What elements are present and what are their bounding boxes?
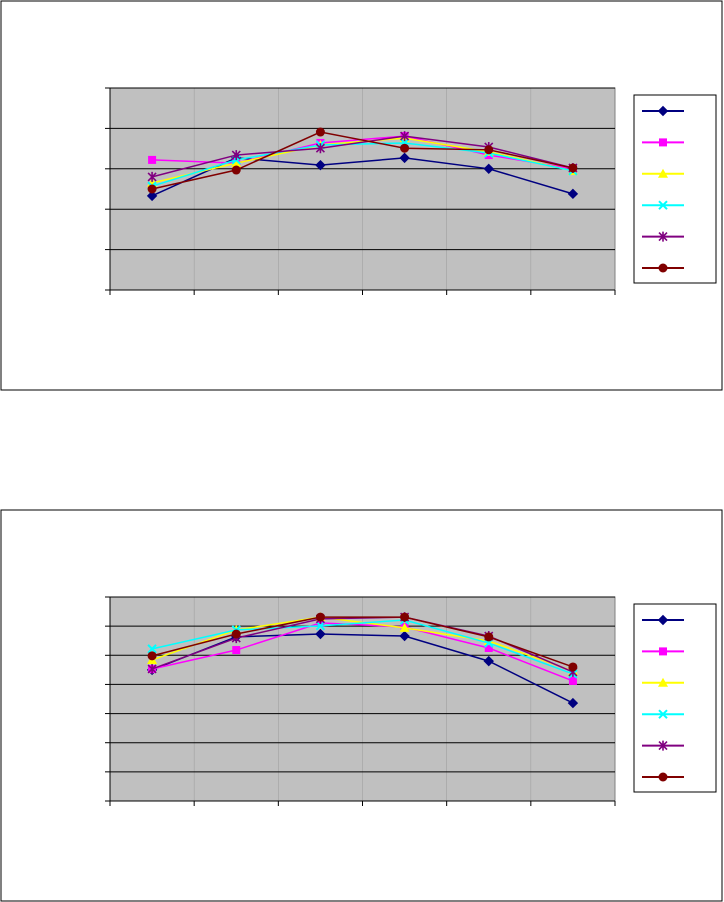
data-point	[147, 663, 157, 674]
data-point	[315, 612, 325, 622]
data-point	[568, 676, 577, 685]
legend-marker	[658, 263, 668, 273]
legend-marker	[658, 677, 668, 687]
legend-marker	[657, 105, 669, 117]
data-point	[315, 628, 326, 640]
data-point	[400, 612, 410, 622]
legend	[633, 94, 717, 284]
data-point	[231, 629, 241, 639]
data-point	[483, 655, 494, 667]
data-point	[484, 644, 493, 652]
data-point	[567, 697, 579, 709]
data-point	[315, 127, 325, 137]
data-point	[484, 145, 494, 155]
data-point	[231, 165, 241, 175]
legend-marker	[659, 138, 667, 147]
data-point	[315, 143, 325, 154]
data-point	[315, 159, 326, 171]
legend-marker	[659, 647, 667, 656]
series-line	[151, 142, 574, 187]
data-point	[147, 184, 157, 194]
data-point	[231, 158, 242, 168]
data-point	[400, 131, 410, 142]
data-point	[568, 163, 578, 173]
data-point	[400, 143, 410, 153]
series-line	[151, 131, 574, 190]
legend	[633, 603, 717, 793]
series-line	[151, 633, 574, 704]
data-point	[231, 150, 241, 161]
legend-marker	[657, 614, 669, 626]
data-point	[399, 622, 410, 632]
data-point	[399, 152, 410, 164]
legend-marker	[658, 709, 668, 719]
data-point	[568, 662, 578, 672]
legend-marker	[658, 740, 668, 751]
data-point	[483, 163, 494, 175]
series-line	[151, 135, 574, 178]
data-point	[567, 188, 579, 200]
data-point	[147, 644, 157, 654]
data-point	[315, 621, 326, 631]
data-point	[147, 651, 157, 661]
series-line	[151, 619, 574, 675]
data-point	[146, 190, 158, 202]
data-point	[148, 155, 157, 164]
series-line	[151, 622, 574, 682]
data-point	[232, 646, 241, 655]
legend-marker	[658, 200, 668, 210]
legend-marker	[658, 772, 668, 782]
data-point	[147, 171, 157, 182]
series-line	[151, 616, 574, 668]
legend-marker	[658, 168, 668, 178]
legend-marker	[658, 231, 668, 242]
data-point	[484, 632, 494, 642]
data-point	[399, 630, 410, 642]
